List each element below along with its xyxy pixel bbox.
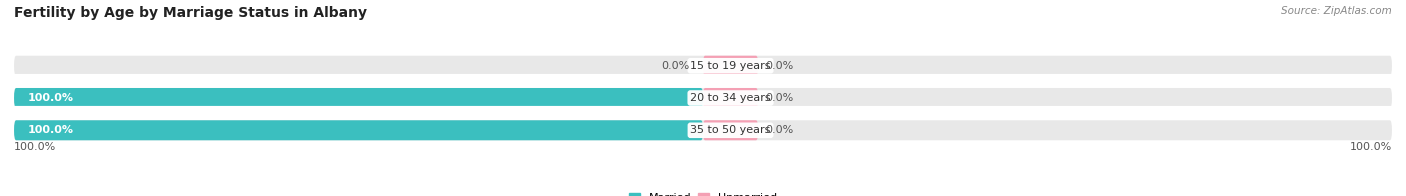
FancyBboxPatch shape bbox=[703, 56, 758, 76]
Text: 15 to 19 years: 15 to 19 years bbox=[690, 61, 770, 71]
Text: 100.0%: 100.0% bbox=[28, 93, 75, 103]
FancyBboxPatch shape bbox=[703, 120, 758, 140]
Text: Fertility by Age by Marriage Status in Albany: Fertility by Age by Marriage Status in A… bbox=[14, 6, 367, 20]
Text: 0.0%: 0.0% bbox=[661, 61, 689, 71]
Text: 0.0%: 0.0% bbox=[765, 125, 793, 135]
Text: 35 to 50 years: 35 to 50 years bbox=[690, 125, 770, 135]
FancyBboxPatch shape bbox=[14, 88, 703, 108]
FancyBboxPatch shape bbox=[703, 88, 758, 108]
Text: 100.0%: 100.0% bbox=[14, 142, 56, 152]
Text: 0.0%: 0.0% bbox=[765, 93, 793, 103]
FancyBboxPatch shape bbox=[14, 56, 1392, 76]
Legend: Married, Unmarried: Married, Unmarried bbox=[624, 188, 782, 196]
FancyBboxPatch shape bbox=[14, 88, 1392, 108]
FancyBboxPatch shape bbox=[14, 120, 703, 140]
Text: 100.0%: 100.0% bbox=[1350, 142, 1392, 152]
Text: 0.0%: 0.0% bbox=[765, 61, 793, 71]
Text: 20 to 34 years: 20 to 34 years bbox=[690, 93, 770, 103]
Text: Source: ZipAtlas.com: Source: ZipAtlas.com bbox=[1281, 6, 1392, 16]
Text: 100.0%: 100.0% bbox=[28, 125, 75, 135]
FancyBboxPatch shape bbox=[14, 120, 1392, 140]
